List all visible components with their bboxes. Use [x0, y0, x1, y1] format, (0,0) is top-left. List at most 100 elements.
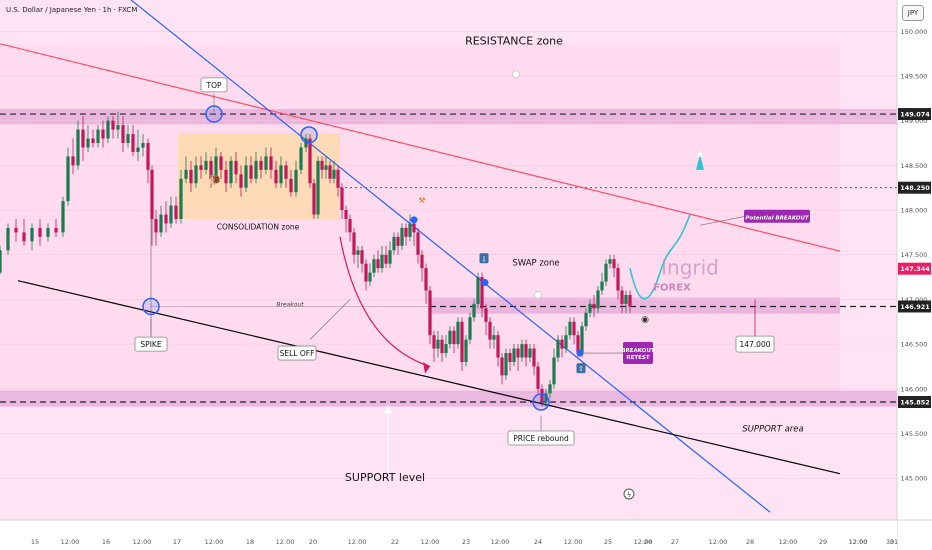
candle-body — [408, 223, 412, 237]
candle-body — [488, 321, 492, 340]
range-highlight — [0, 44, 840, 394]
candle-body — [400, 227, 404, 246]
x-tick-label: 23 — [462, 538, 470, 546]
candle-body — [588, 303, 592, 313]
candle-body — [464, 339, 468, 362]
candle-body — [628, 294, 632, 307]
price-rebound-label-box — [507, 430, 575, 446]
candle-body — [164, 214, 168, 224]
y-tick-label: 148.500 — [901, 162, 928, 170]
candle-body — [126, 134, 130, 144]
y-tick-label: 146.000 — [901, 385, 928, 393]
candle-body — [388, 250, 392, 264]
candle-body — [0, 250, 2, 273]
x-tick-label: 12:00 — [348, 538, 367, 546]
x-tick-label: 12:00 — [849, 538, 868, 546]
spike-label-box — [134, 336, 168, 352]
candle-body — [159, 214, 163, 233]
candle-body — [608, 259, 612, 264]
candle-body — [274, 169, 278, 184]
candle-body — [6, 227, 10, 251]
breakout-retest-label-text: BREAKOUT — [621, 348, 655, 354]
projection-arrow — [696, 154, 704, 170]
top-label-text: TOP — [205, 81, 221, 90]
price-rebound-label-text: PRICE rebound — [513, 434, 569, 443]
selloff-connector — [309, 299, 351, 340]
candle-body — [416, 232, 420, 255]
x-tick-label: 27 — [671, 538, 679, 546]
candle-body — [604, 263, 608, 282]
candle-body — [91, 138, 95, 144]
y-tick-label: 146.500 — [901, 341, 928, 349]
candle-body — [289, 178, 293, 193]
star-icon: ★ — [695, 148, 705, 161]
x-tick-label: 12:00 — [709, 538, 728, 546]
candle-body — [380, 254, 384, 269]
candle-body — [86, 138, 90, 148]
highlight-circle — [300, 126, 318, 144]
y-tick-label: 145.500 — [901, 430, 928, 438]
target-price-label-box — [735, 335, 775, 353]
candle-body — [22, 232, 26, 242]
snail-icon: 🐌 — [208, 173, 222, 186]
candle-body — [576, 335, 580, 354]
candle-body — [544, 393, 548, 403]
candle-body — [396, 236, 400, 246]
y-tick-label: 149.000 — [901, 117, 928, 125]
candle-body — [320, 160, 324, 170]
sell-off-label-text: SELL OFF — [280, 349, 315, 358]
candle-body — [54, 227, 58, 233]
x-tick-label: 29 — [819, 538, 827, 546]
candle-body — [432, 335, 436, 349]
candle-body — [468, 317, 472, 340]
candle-body — [492, 335, 496, 340]
candle-body — [239, 174, 243, 188]
candle-body — [496, 335, 500, 358]
candle-body — [484, 308, 488, 322]
candle-body — [312, 183, 316, 215]
candle-body — [548, 384, 552, 394]
candle-body — [96, 129, 100, 144]
candle-body — [360, 250, 364, 264]
candle-body — [76, 129, 80, 166]
top-label-box — [200, 77, 228, 93]
sell-off-arrowhead — [423, 361, 430, 374]
candle-body — [516, 348, 520, 358]
candle-body — [244, 165, 248, 188]
potential-connector — [699, 216, 746, 226]
candle-body — [536, 366, 540, 389]
candle-body — [460, 321, 464, 362]
candle-body — [456, 321, 460, 345]
breakout-label: Breakout — [276, 302, 304, 309]
candle-body — [568, 321, 572, 336]
target-price-label-text: 147.000 — [739, 340, 770, 349]
candle-body — [214, 156, 218, 179]
candle-body — [584, 312, 588, 327]
flash-icon — [623, 488, 635, 500]
candle-body — [269, 156, 273, 170]
candle-body — [299, 147, 303, 170]
x-tick-label: 28 — [746, 538, 754, 546]
price-tag-label: 146.921 — [900, 303, 930, 311]
candle-body — [612, 259, 616, 269]
candle-body — [592, 303, 596, 309]
x-axis-panel — [0, 520, 897, 550]
x-tick-label: 24 — [534, 538, 542, 546]
candle-body — [14, 227, 18, 233]
resistance-trendline — [0, 43, 841, 252]
candle-body — [209, 160, 213, 179]
price-tag-label: 149.074 — [900, 111, 930, 119]
candle-body — [508, 353, 512, 362]
x-tick-label: 12:00 — [421, 538, 440, 546]
x-tick-label: 15 — [31, 538, 39, 546]
x-tick-label: 18 — [246, 538, 254, 546]
currency-button[interactable]: JPY — [902, 5, 924, 21]
candle-body — [254, 160, 258, 179]
candle-body — [141, 143, 145, 148]
candle-body — [428, 290, 432, 336]
candle-body — [376, 259, 380, 269]
candle-body — [38, 227, 42, 237]
symbol-title: U.S. Dollar / Japanese Yen · 1h · FXCM — [6, 6, 138, 14]
